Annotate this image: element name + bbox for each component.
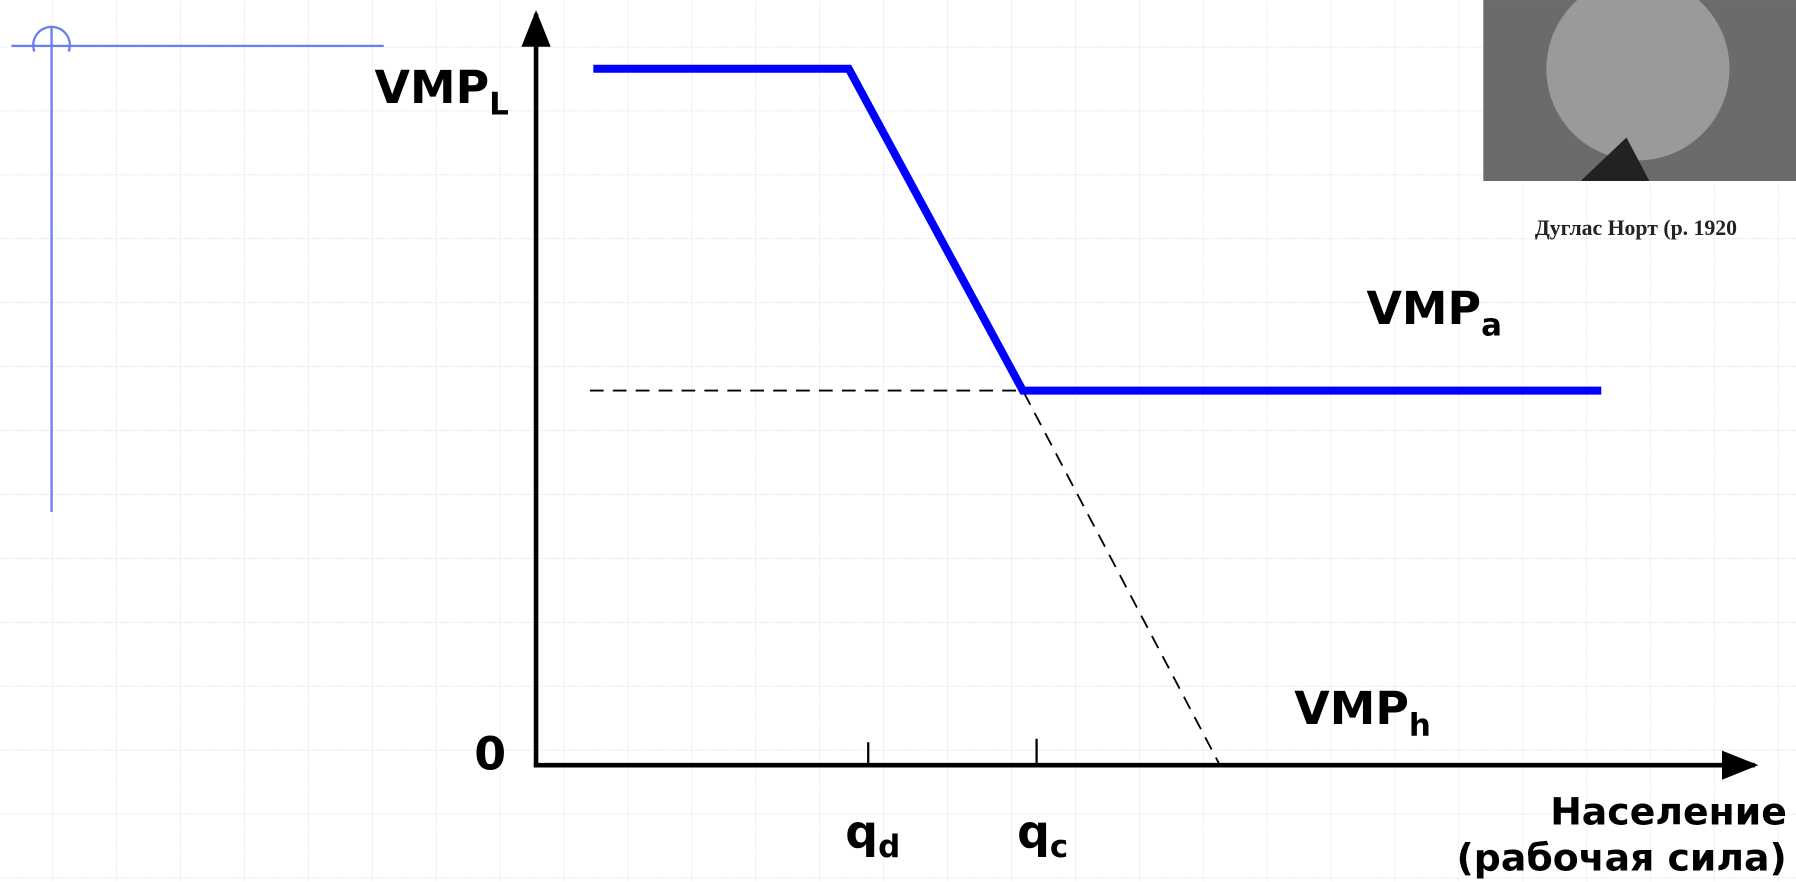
decor-circle [32, 25, 72, 52]
label-main: VMP [1294, 681, 1409, 735]
label-sub: a [1481, 308, 1502, 344]
label-sub: c [1050, 829, 1068, 865]
origin-label: 0 [474, 727, 506, 781]
q-c-label: qc [1017, 805, 1068, 865]
photo-caption: Дуглас Норт (р. 1920 [1535, 216, 1737, 240]
x-axis-title: Население [1550, 790, 1787, 834]
label-sub: L [489, 87, 509, 123]
label-sub: h [1409, 707, 1431, 743]
label-sub: d [878, 829, 900, 865]
label-main: VMP [375, 60, 490, 114]
photo-tie [1580, 137, 1650, 181]
label-main: q [845, 805, 878, 859]
label-main: q [1017, 805, 1050, 859]
label-main: VMP [1366, 281, 1481, 335]
vmp-curve [593, 64, 1602, 395]
vmp-a-label: VMPa [1366, 281, 1501, 343]
dashed-line [589, 389, 1221, 766]
vmp-h-label: VMPh [1294, 681, 1431, 743]
q-d-label: qd [845, 805, 900, 865]
photo-face [1546, 0, 1730, 161]
x-axis-title: (рабочая сила) [1457, 836, 1787, 880]
vmp-l-label: VMPL [375, 60, 509, 122]
